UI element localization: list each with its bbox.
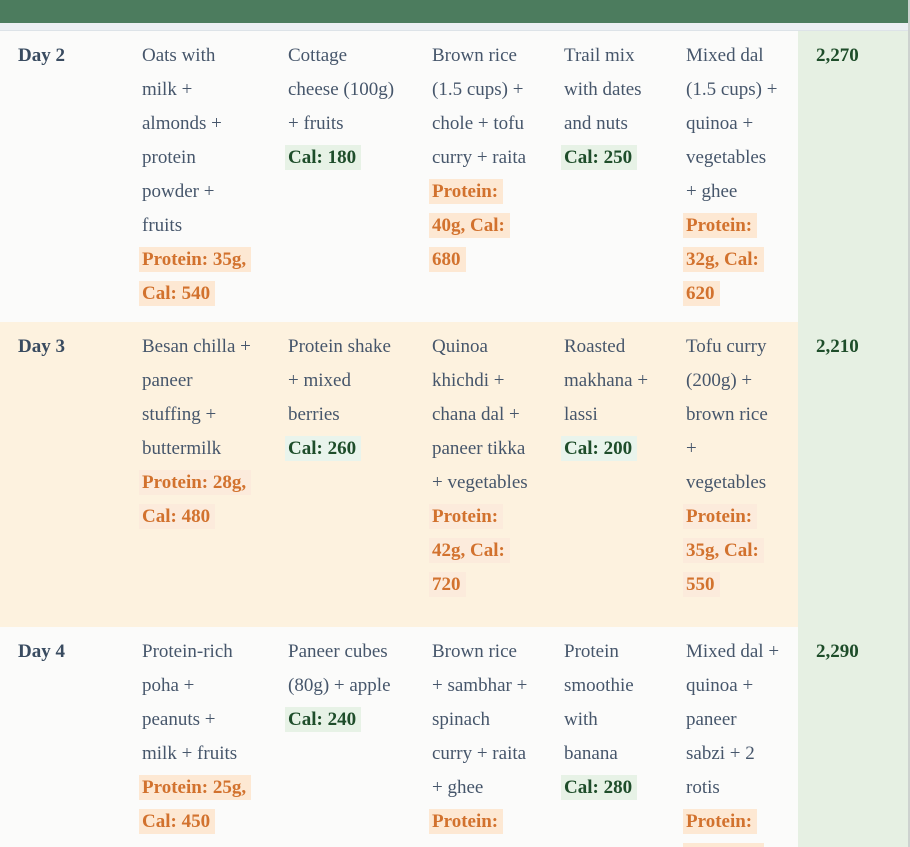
meal-cell: Protein-rich poha + peanuts + milk + fru… (124, 627, 270, 847)
meal-cell: Besan chilla + paneer stuffing + butterm… (124, 322, 270, 627)
meal-description: Protein shake + mixed berries (288, 336, 391, 425)
meal-cell: Mixed dal + quinoa + paneer sabzi + 2 ro… (668, 627, 798, 847)
meal-description: Besan chilla + paneer stuffing + butterm… (142, 336, 251, 459)
meal-cell: Tofu curry (200g) + brown rice + vegetab… (668, 322, 798, 627)
protein-cal-badge: Protein: 45g, Cal: (683, 809, 764, 847)
meal-description: Quinoa khichdi + chana dal + paneer tikk… (432, 336, 528, 493)
meal-cell: Brown rice + sambhar + spinach curry + r… (414, 627, 546, 847)
meal-description: Mixed dal (1.5 cups) + quinoa + vegetabl… (686, 45, 778, 202)
meal-cell: Paneer cubes (80g) + apple Cal: 240 (270, 627, 414, 847)
daily-total-cell: 2,270 (798, 31, 910, 322)
daily-total-value: 2,270 (816, 45, 859, 66)
meal-description: Cottage cheese (100g) + fruits (288, 45, 395, 134)
meal-description: Paneer cubes (80g) + apple (288, 641, 391, 696)
daily-total-cell: 2,210 (798, 322, 910, 627)
protein-cal-badge: Protein: (429, 809, 504, 834)
protein-cal-badge: Protein: 35g, Cal: 550 (683, 504, 764, 597)
day-cell: Day 3 (0, 322, 124, 627)
separator-band (0, 23, 910, 31)
meal-description: Brown rice (1.5 cups) + chole + tofu cur… (432, 45, 527, 168)
meal-description: Oats with milk + almonds + protein powde… (142, 45, 222, 236)
meal-cell: Cottage cheese (100g) + fruits Cal: 180 (270, 31, 414, 322)
table-row: Day 4 Protein-rich poha + peanuts + milk… (0, 627, 910, 847)
protein-cal-badge: Protein: 25g, Cal: 450 (139, 775, 252, 834)
meal-description: Mixed dal + quinoa + paneer sabzi + 2 ro… (686, 641, 780, 798)
day-label: Day 4 (18, 641, 65, 662)
protein-cal-badge: Protein: 28g, Cal: 480 (139, 470, 252, 529)
meal-description: Trail mix with dates and nuts (564, 45, 642, 134)
calorie-badge: Cal: 200 (561, 436, 638, 461)
meal-description: Protein-rich poha + peanuts + milk + fru… (142, 641, 238, 764)
meal-cell: Quinoa khichdi + chana dal + paneer tikk… (414, 322, 546, 627)
meal-plan-table: Day 2 Oats with milk + almonds + protein… (0, 31, 910, 847)
meal-description: Tofu curry (200g) + brown rice + vegetab… (686, 336, 768, 493)
meal-description: Roasted makhana + lassi (564, 336, 649, 425)
day-cell: Day 4 (0, 627, 124, 847)
protein-cal-badge: Protein: 40g, Cal: 680 (429, 179, 510, 272)
meal-cell: Oats with milk + almonds + protein powde… (124, 31, 270, 322)
daily-total-value: 2,210 (816, 336, 859, 357)
day-label: Day 2 (18, 45, 65, 66)
meal-cell: Roasted makhana + lassi Cal: 200 (546, 322, 668, 627)
calorie-badge: Cal: 280 (561, 775, 638, 800)
meal-cell: Protein smoothie with banana Cal: 280 (546, 627, 668, 847)
protein-cal-badge: Protein: 32g, Cal: 620 (683, 213, 764, 306)
daily-total-cell: 2,290 (798, 627, 910, 847)
meal-cell: Trail mix with dates and nuts Cal: 250 (546, 31, 668, 322)
meal-cell: Protein shake + mixed berries Cal: 260 (270, 322, 414, 627)
day-label: Day 3 (18, 336, 65, 357)
scrollbar-edge (908, 0, 910, 847)
protein-cal-badge: Protein: 42g, Cal: 720 (429, 504, 510, 597)
meal-description: Brown rice + sambhar + spinach curry + r… (432, 641, 528, 798)
calorie-badge: Cal: 260 (285, 436, 362, 461)
meal-description: Protein smoothie with banana (564, 641, 634, 764)
meal-cell: Mixed dal (1.5 cups) + quinoa + vegetabl… (668, 31, 798, 322)
meal-cell: Brown rice (1.5 cups) + chole + tofu cur… (414, 31, 546, 322)
protein-cal-badge: Protein: 35g, Cal: 540 (139, 247, 252, 306)
table-header-bar (0, 0, 910, 23)
calorie-badge: Cal: 240 (285, 707, 362, 732)
daily-total-value: 2,290 (816, 641, 859, 662)
day-cell: Day 2 (0, 31, 124, 322)
table-row: Day 3 Besan chilla + paneer stuffing + b… (0, 322, 910, 627)
calorie-badge: Cal: 180 (285, 145, 362, 170)
calorie-badge: Cal: 250 (561, 145, 638, 170)
table-row: Day 2 Oats with milk + almonds + protein… (0, 31, 910, 322)
